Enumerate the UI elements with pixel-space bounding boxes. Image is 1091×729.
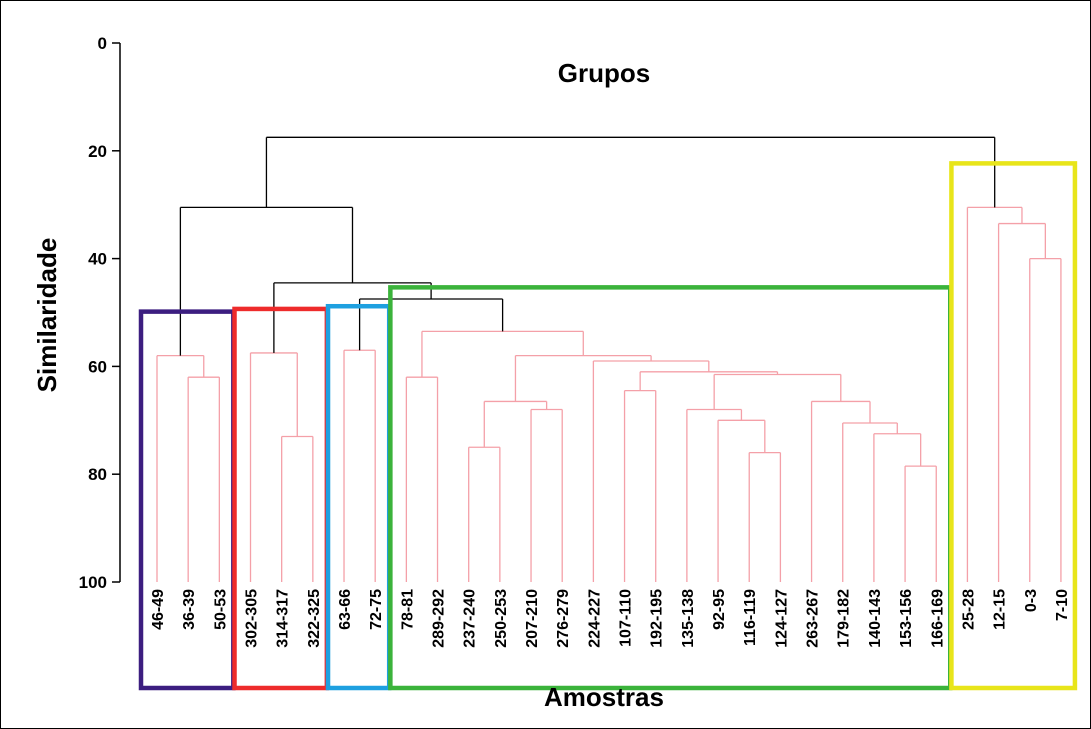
leaf-label: 92-95 <box>711 589 728 630</box>
leaf-label: 153-156 <box>898 589 915 648</box>
leaf-label: 314-317 <box>275 589 292 648</box>
leaf-label: 63-66 <box>337 589 354 630</box>
y-axis-label: Similaridade <box>32 238 62 393</box>
y-tick-label: 20 <box>88 142 107 161</box>
leaf-label: 140-143 <box>867 589 884 648</box>
y-axis: 0 20 40 60 80 100 <box>79 34 121 592</box>
leaf-label: 224-227 <box>586 589 603 648</box>
leaf-label: 107-110 <box>618 589 635 647</box>
group-boxes <box>138 161 1078 691</box>
leaf-labels: 46-49 36-39 50-53 302-305 314-317 322-325 63-6… <box>150 589 1071 648</box>
leaf-label: 12-15 <box>992 589 1009 630</box>
y-tick-label: 0 <box>98 34 107 53</box>
leaf-label: 135-138 <box>680 589 697 648</box>
leaf-label: 302-305 <box>244 589 261 648</box>
y-tick-label: 40 <box>88 250 107 269</box>
leaf-label: 7-10 <box>1054 589 1071 621</box>
y-tick-label: 100 <box>79 573 107 592</box>
leaf-label: 166-169 <box>929 589 946 648</box>
chart-title: Grupos <box>558 58 650 88</box>
leaf-label: 36-39 <box>181 589 198 630</box>
leaf-label: 0-3 <box>1023 589 1040 612</box>
leaf-label: 50-53 <box>212 589 229 630</box>
leaf-label: 322-325 <box>306 589 323 648</box>
leaf-label: 124-127 <box>773 589 790 648</box>
leaf-label: 46-49 <box>150 589 167 630</box>
dendrogram-links <box>156 136 1062 582</box>
leaf-label: 78-81 <box>399 589 416 630</box>
leaf-label: 276-279 <box>555 589 572 648</box>
leaf-label: 263-267 <box>805 589 822 648</box>
leaf-label: 289-292 <box>431 589 448 648</box>
leaf-label: 192-195 <box>649 589 666 648</box>
x-axis-label: Amostras <box>544 682 664 712</box>
leaf-label: 25-28 <box>960 589 977 630</box>
leaf-label: 72-75 <box>368 589 385 630</box>
leaf-label: 179-182 <box>836 589 853 648</box>
leaf-label: 207-210 <box>524 589 541 648</box>
y-tick-label: 60 <box>88 357 107 376</box>
y-tick-label: 80 <box>88 465 107 484</box>
leaf-label: 116-119 <box>742 589 759 646</box>
leaf-label: 250-253 <box>493 589 510 648</box>
leaf-label: 237-240 <box>462 589 479 648</box>
group-box <box>949 161 1078 691</box>
